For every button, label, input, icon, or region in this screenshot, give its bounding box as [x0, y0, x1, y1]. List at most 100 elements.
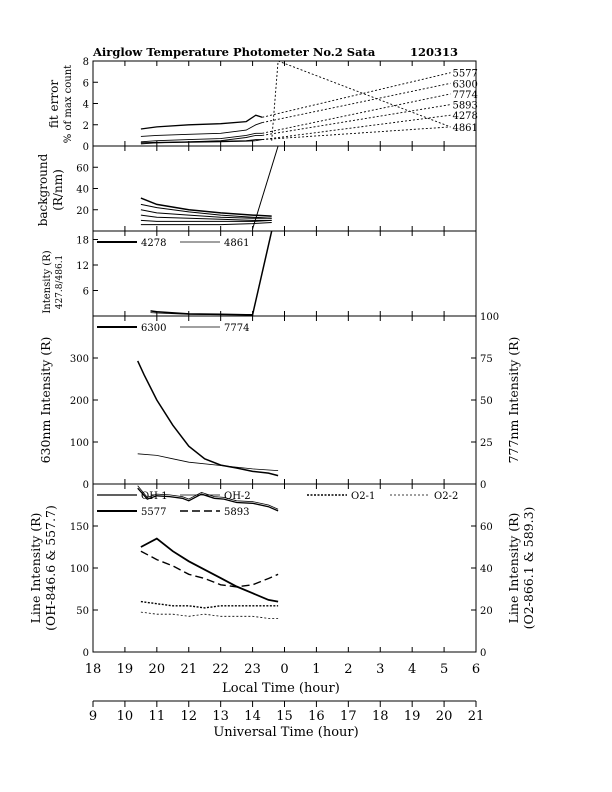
y-tick-label: 50	[76, 606, 89, 617]
legend-red: 6300 7774	[97, 323, 249, 334]
ut-axis-label: Universal Time (hour)	[213, 725, 358, 740]
line-ylabel-right: Line Intensity (R)	[506, 513, 521, 624]
x-tick-label: 23	[244, 662, 261, 677]
line-ylabel-left-unit: (OH-846.6 & 557.7)	[43, 505, 58, 631]
fit-series-extension	[262, 93, 451, 134]
y-tick-label: 100	[70, 564, 89, 575]
fit-series-line	[140, 139, 263, 144]
legend-line: OH-1 OH-2 O2-1 O2-2 5577 5893	[97, 491, 458, 518]
y-tick-label: 150	[70, 522, 89, 533]
legend-line-oh2: OH-2	[224, 491, 251, 502]
y-tick-label: 8	[83, 57, 89, 68]
y-tick-label: 60	[76, 163, 89, 174]
y-tick-label: 200	[70, 396, 89, 407]
short-series-line	[150, 230, 273, 316]
y-tick-label: 6	[83, 78, 89, 89]
x-tick-label: 1	[312, 662, 320, 677]
x-tick-label: 0	[280, 662, 288, 677]
x-tick-label: 18	[85, 662, 102, 677]
background-series-line	[252, 145, 279, 230]
fit-series-label: 4278	[452, 111, 477, 122]
line-series-line	[140, 600, 279, 609]
y-tick-label: 0	[83, 648, 89, 659]
y-tick-label: 18	[76, 236, 89, 247]
fit-series-line	[140, 139, 263, 144]
x-tick-label: 2	[344, 662, 352, 677]
background-series-line	[140, 219, 272, 222]
short-ylabel-unit: 427.8/486.1	[55, 255, 65, 310]
ut-tick-label: 20	[436, 709, 453, 724]
x-tick-label: 4	[408, 662, 416, 677]
line-series-line	[140, 611, 279, 619]
ut-tick-label: 9	[89, 709, 97, 724]
legend-red-7774: 7774	[224, 323, 249, 334]
x-tick-label: 5	[440, 662, 448, 677]
y-tick-label: 100	[480, 312, 499, 323]
legend-short-4278: 4278	[141, 238, 166, 249]
x-tick-label: 3	[376, 662, 384, 677]
y-tick-label: 2	[83, 121, 89, 132]
line-series-line	[140, 550, 279, 588]
fit-ylabel: fit error	[47, 80, 61, 128]
fit-series-extension	[262, 126, 451, 141]
fit-series-label: 7774	[452, 90, 477, 101]
bg-ylabel: background	[36, 153, 50, 226]
fit-series-label: 5577	[452, 69, 477, 80]
legend-short: 4278 4861	[97, 238, 249, 249]
line-series-line	[140, 537, 279, 603]
background-series-line	[140, 222, 272, 226]
red-series-line	[137, 360, 279, 477]
y-tick-label: 50	[480, 396, 493, 407]
y-tick-label: 20	[480, 606, 493, 617]
legend-line-o21: O2-1	[351, 491, 375, 502]
fit-series-extension	[262, 82, 451, 124]
fit-series-label: 5893	[452, 101, 477, 112]
y-tick-label: 6	[83, 287, 89, 298]
y-tick-label: 12	[76, 261, 89, 272]
x-tick-label: 22	[212, 662, 229, 677]
legend-line-o22: O2-2	[434, 491, 458, 502]
y-tick-label: 20	[76, 206, 89, 217]
red-ylabel-right: 777nm Intensity (R)	[506, 337, 521, 464]
y-tick-label: 0	[83, 142, 89, 153]
fit-series-extension	[262, 104, 451, 136]
ut-tick-label: 13	[212, 709, 229, 724]
ut-tick-label: 19	[404, 709, 421, 724]
y-tick-label: 40	[480, 564, 493, 575]
panel-fit-frame	[92, 60, 477, 147]
x-tick-label: 20	[149, 662, 166, 677]
fit-series-extension	[262, 72, 451, 118]
red-ylabel-left: 630nm Intensity (R)	[38, 337, 53, 464]
background-series-line	[140, 197, 272, 217]
legend-line-5577: 5577	[141, 507, 166, 518]
fit-ylabel-unit: % of max count	[63, 65, 74, 143]
line-ylabel-right-unit: (O2-866.1 & 589.3)	[521, 507, 536, 630]
ut-tick-label: 12	[180, 709, 197, 724]
y-tick-label: 0	[480, 480, 486, 491]
fit-series-line	[140, 122, 263, 137]
fit-series-label: 4861	[452, 123, 477, 134]
red-series-line	[137, 453, 279, 471]
ut-tick-label: 11	[149, 709, 166, 724]
short-ylabel: Intensity (R)	[42, 250, 53, 313]
y-tick-label: 75	[480, 354, 493, 365]
ut-tick-label: 10	[117, 709, 134, 724]
line-series-line	[137, 485, 279, 510]
y-tick-label: 60	[480, 522, 493, 533]
y-tick-label: 40	[76, 185, 89, 196]
chart-title: Airglow Temperature Photometer No.2 Sata	[92, 45, 376, 59]
ut-tick-label: 17	[340, 709, 357, 724]
legend-line-5893: 5893	[224, 507, 249, 518]
x-tick-label: 21	[180, 662, 197, 677]
fit-series-line	[140, 132, 263, 143]
y-tick-label: 0	[83, 480, 89, 491]
ut-tick-label: 21	[468, 709, 485, 724]
line-ylabel-left: Line Intensity (R)	[28, 513, 43, 624]
panel-red-frame	[92, 315, 477, 485]
line-series-line	[137, 487, 279, 512]
fit-series-label: 6300	[452, 79, 477, 90]
panel-background-frame	[92, 145, 477, 232]
y-tick-label: 25	[480, 438, 493, 449]
x-tick-label: 6	[472, 662, 480, 677]
